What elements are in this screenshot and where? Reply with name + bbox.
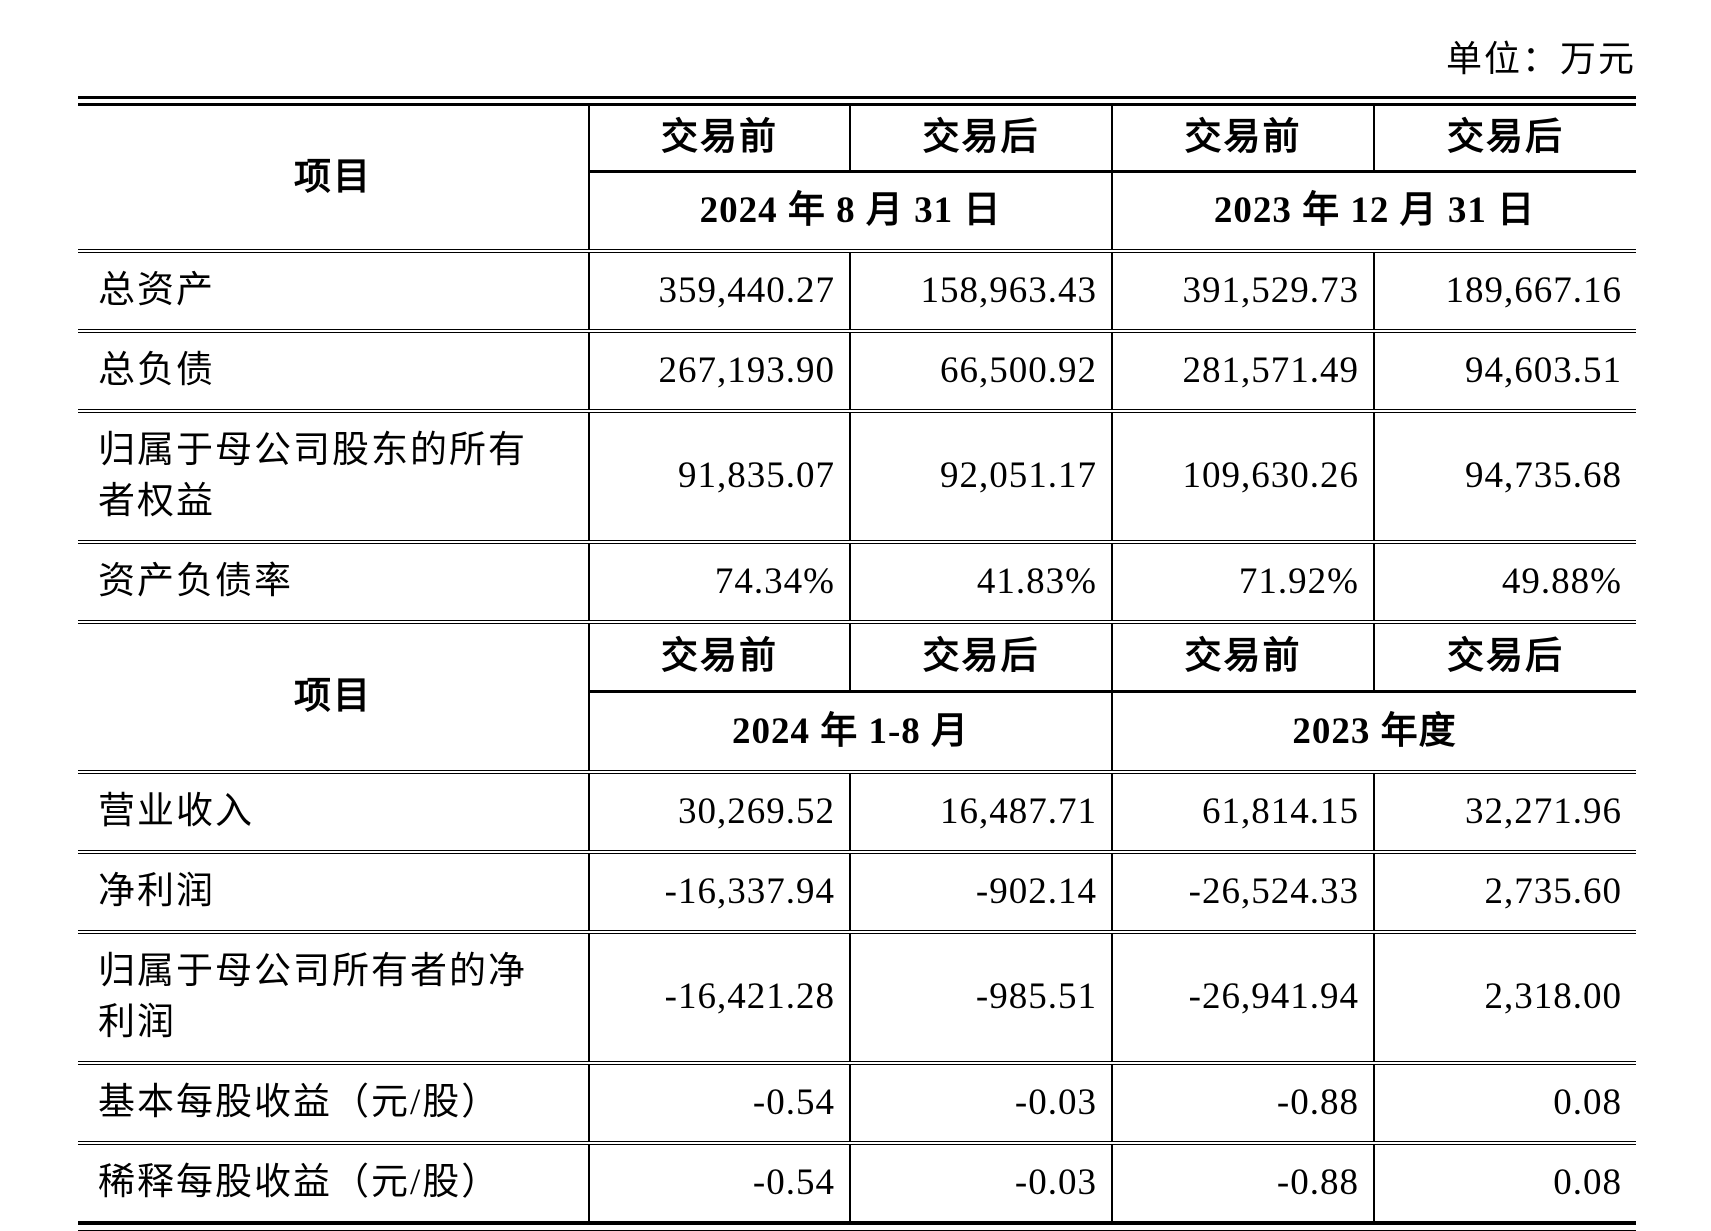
cell-value: -0.88 (1111, 1142, 1374, 1230)
section2-period-row: 2024 年 1-8 月 2023 年度 (78, 691, 1636, 774)
cell-value: 158,963.43 (849, 251, 1112, 333)
cell-value: 74.34% (588, 542, 850, 624)
cell-value: -985.51 (849, 931, 1112, 1066)
column-header-post: 交易后 (849, 101, 1112, 173)
cell-value: 94,735.68 (1373, 410, 1636, 545)
row-label: 稀释每股收益（元/股） (78, 1142, 589, 1230)
row-label: 总资产 (78, 251, 589, 333)
row-label: 总负债 (78, 330, 589, 413)
column-header-post: 交易后 (1373, 621, 1636, 694)
cell-value: -16,421.28 (588, 931, 850, 1066)
row-label: 基本每股收益（元/股） (78, 1063, 589, 1145)
section1-header-row: 项目 交易前 交易后 交易前 交易后 (78, 101, 1636, 253)
table-row: 归属于母公司所有者的净利润 -16,421.28 -985.51 -26,941… (78, 931, 1636, 1066)
cell-value: 91,835.07 (588, 410, 850, 545)
cell-value: 49.88% (1373, 542, 1636, 624)
row-label: 归属于母公司股东的所有者权益 (78, 410, 589, 545)
cell-value: 391,529.73 (1111, 251, 1374, 333)
cell-value: 94,603.51 (1373, 330, 1636, 413)
period-header: 2024 年 8 月 31 日 (588, 171, 1112, 253)
cell-value: 109,630.26 (1111, 410, 1374, 545)
period-header: 2024 年 1-8 月 (588, 691, 1112, 774)
cell-value: 66,500.92 (849, 330, 1112, 413)
cell-value: 41.83% (849, 542, 1112, 624)
table-row: 资产负债率 74.34% 41.83% 71.92% 49.88% (78, 542, 1636, 624)
unit-label: 单位：万元 (1445, 39, 1636, 79)
item-column-header: 项目 (78, 621, 589, 774)
column-header-pre: 交易前 (1111, 101, 1374, 173)
row-label: 营业收入 (78, 771, 589, 854)
table-row: 归属于母公司股东的所有者权益 91,835.07 92,051.17 109,6… (78, 410, 1636, 545)
column-header-post: 交易后 (849, 621, 1112, 694)
period-header: 2023 年度 (1111, 691, 1636, 774)
section2-header-row: 项目 交易前 交易后 交易前 交易后 (78, 621, 1636, 774)
cell-value: 30,269.52 (588, 771, 850, 854)
cell-value: 71.92% (1111, 542, 1374, 624)
cell-value: -26,941.94 (1111, 931, 1374, 1066)
item-column-header: 项目 (78, 101, 589, 253)
cell-value: -0.03 (849, 1063, 1112, 1145)
row-label: 资产负债率 (78, 542, 589, 624)
cell-value: -0.88 (1111, 1063, 1374, 1145)
table-row: 营业收入 30,269.52 16,487.71 61,814.15 32,27… (78, 771, 1636, 854)
cell-value: 2,735.60 (1373, 851, 1636, 934)
cell-value: -26,524.33 (1111, 851, 1374, 934)
cell-value: 2,318.00 (1373, 931, 1636, 1066)
table-row: 稀释每股收益（元/股） -0.54 -0.03 -0.88 0.08 (78, 1142, 1636, 1230)
cell-value: 189,667.16 (1373, 251, 1636, 333)
cell-value: -0.03 (849, 1142, 1112, 1230)
cell-value: -0.54 (588, 1063, 850, 1145)
column-header-pre: 交易前 (588, 101, 850, 173)
financial-comparison-table: 项目 交易前 交易后 交易前 交易后 2024 年 8 月 31 日 2023 … (78, 96, 1636, 1231)
table-row: 总负债 267,193.90 66,500.92 281,571.49 94,6… (78, 330, 1636, 413)
cell-value: 61,814.15 (1111, 771, 1374, 854)
cell-value: 16,487.71 (849, 771, 1112, 854)
cell-value: 0.08 (1373, 1142, 1636, 1230)
section1-period-row: 2024 年 8 月 31 日 2023 年 12 月 31 日 (78, 171, 1636, 253)
row-label: 净利润 (78, 851, 589, 934)
table-row: 基本每股收益（元/股） -0.54 -0.03 -0.88 0.08 (78, 1063, 1636, 1145)
cell-value: 281,571.49 (1111, 330, 1374, 413)
cell-value: 32,271.96 (1373, 771, 1636, 854)
column-header-post: 交易后 (1373, 101, 1636, 173)
row-label: 归属于母公司所有者的净利润 (78, 931, 589, 1066)
cell-value: -902.14 (849, 851, 1112, 934)
table-row: 总资产 359,440.27 158,963.43 391,529.73 189… (78, 251, 1636, 333)
column-header-pre: 交易前 (588, 621, 850, 694)
cell-value: -0.54 (588, 1142, 850, 1230)
cell-value: -16,337.94 (588, 851, 850, 934)
column-header-pre: 交易前 (1111, 621, 1374, 694)
period-header: 2023 年 12 月 31 日 (1111, 171, 1636, 253)
cell-value: 92,051.17 (849, 410, 1112, 545)
cell-value: 0.08 (1373, 1063, 1636, 1145)
cell-value: 267,193.90 (588, 330, 850, 413)
table-row: 净利润 -16,337.94 -902.14 -26,524.33 2,735.… (78, 851, 1636, 934)
cell-value: 359,440.27 (588, 251, 850, 333)
